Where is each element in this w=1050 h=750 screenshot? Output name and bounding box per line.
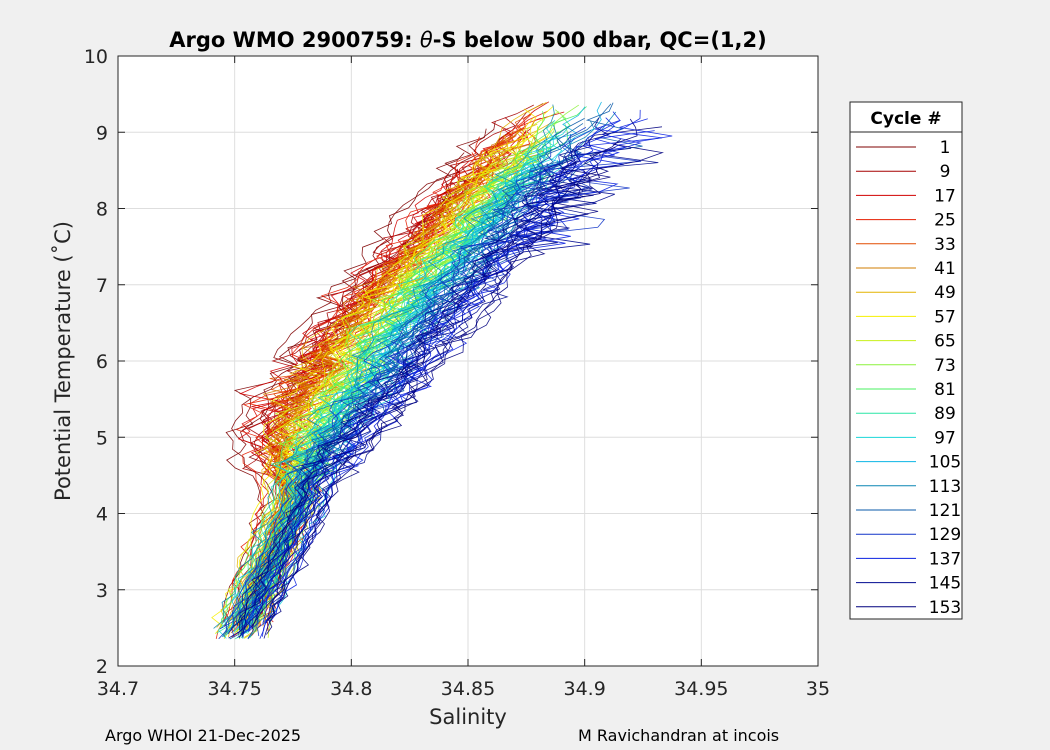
x-tick-label: 34.75	[207, 678, 261, 700]
y-tick-label: 7	[96, 275, 108, 297]
legend-label: 105	[929, 453, 961, 473]
footer-right: M Ravichandran at incois	[578, 726, 780, 745]
profile-curves	[211, 101, 673, 640]
x-axis-label: Salinity	[429, 705, 507, 729]
legend-label: 49	[934, 283, 956, 303]
x-tick-labels: 34.7 34.75 34.8 34.85 34.9 34.95 35	[97, 678, 830, 700]
x-tick-label: 34.85	[441, 678, 495, 700]
y-tick-label: 10	[84, 46, 108, 68]
x-tick-label: 34.8	[330, 678, 372, 700]
profile-line	[213, 104, 555, 629]
y-axis-label: Potential Temperature (˚C)	[51, 221, 75, 501]
y-tick-label: 6	[96, 351, 108, 373]
y-tick-label: 8	[96, 199, 108, 221]
y-tick-label: 2	[96, 656, 108, 678]
chart-title: Argo WMO 2900759: θ-S below 500 dbar, QC…	[169, 28, 766, 52]
legend-label: 1	[940, 138, 951, 158]
profile-line	[215, 136, 480, 639]
x-tick-label: 34.9	[564, 678, 606, 700]
x-tick-label: 34.7	[97, 678, 139, 700]
profile-line	[218, 148, 552, 640]
footer-left: Argo WHOI 21-Dec-2025	[105, 726, 302, 745]
profile-line	[230, 128, 521, 631]
y-tick-label: 4	[96, 504, 108, 526]
legend-label: 129	[929, 525, 961, 545]
profile-line	[247, 130, 655, 632]
legend-box	[849, 101, 963, 620]
legend-label: 17	[934, 186, 956, 206]
profile-line	[239, 126, 663, 631]
legend-label: 137	[929, 549, 961, 569]
profile-line	[251, 154, 659, 629]
profile-line	[266, 170, 602, 635]
profile-line	[218, 149, 509, 630]
profile-line	[222, 155, 528, 637]
profile-line	[251, 138, 622, 627]
profile-line	[236, 117, 610, 627]
x-tick-label: 34.95	[674, 678, 728, 700]
legend-title: Cycle #	[870, 109, 941, 129]
tick-marks	[117, 55, 819, 667]
y-tick-label: 3	[96, 580, 108, 602]
y-tick-label: 5	[96, 427, 108, 449]
legend-label: 97	[934, 428, 956, 448]
y-tick-labels: 2 3 4 5 6 7 8 9 10	[84, 46, 108, 678]
legend-label: 145	[929, 574, 961, 594]
legend-label: 9	[940, 162, 951, 182]
title-theta: θ	[420, 28, 433, 52]
legend-label: 65	[934, 332, 956, 352]
legend-label: 41	[934, 259, 956, 279]
legend-label: 89	[934, 404, 956, 424]
title-prefix: Argo WMO 2900759:	[169, 28, 420, 52]
legend-label: 73	[934, 356, 956, 376]
legend-label: 25	[934, 211, 956, 231]
title-suffix: -S below 500 dbar, QC=(1,2)	[433, 28, 767, 52]
profile-line	[219, 163, 573, 630]
legend-label: 33	[934, 235, 956, 255]
legend-entries: 1 9 17 25 33 41 49 57 65 73 81 89 97 105 113 121 129 137 1…	[856, 138, 961, 618]
profile-line	[216, 171, 504, 634]
profile-line	[211, 150, 486, 634]
x-tick-label: 35	[806, 678, 830, 700]
profile-line	[237, 173, 585, 634]
profile-line	[228, 138, 593, 639]
legend-label: 81	[934, 380, 956, 400]
y-tick-label: 9	[96, 122, 108, 144]
legend-label: 57	[934, 307, 956, 327]
legend-label: 113	[929, 477, 961, 497]
legend-label: 121	[929, 501, 961, 521]
profile-line	[263, 159, 594, 623]
legend: Cycle # 1 9 17 25 33 41 49 57 65 73 81 89 97 105 113 12…	[849, 101, 963, 620]
legend-label: 153	[929, 598, 961, 618]
profile-line	[216, 102, 547, 628]
